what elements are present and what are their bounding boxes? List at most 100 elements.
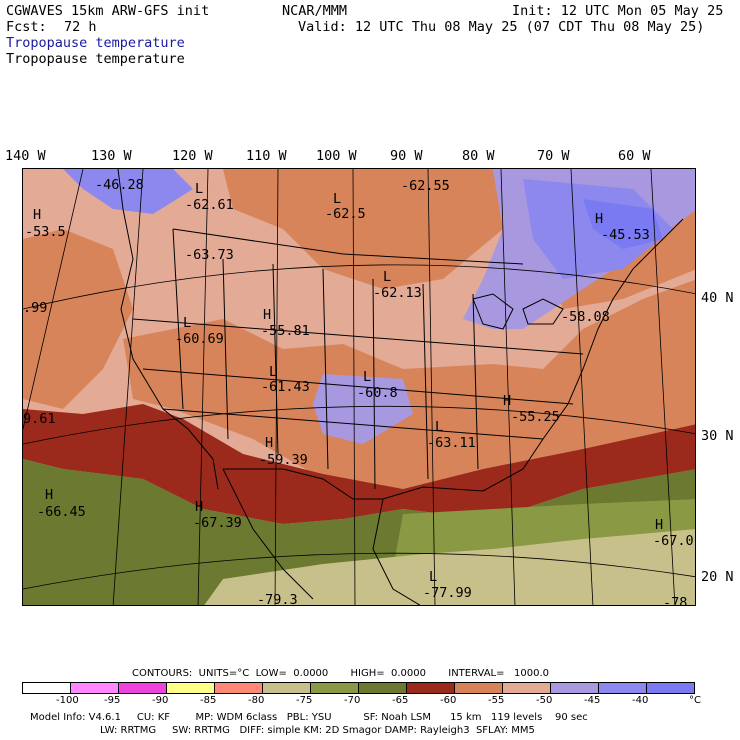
legend-swatch [166,682,215,694]
lon-label: 80 W [462,148,495,164]
map-symbol: H [263,307,272,323]
map-value-label: -55.81 [261,323,310,339]
valid-time: Valid: 12 UTC Thu 08 May 25 (07 CDT Thu … [298,19,705,35]
legend-tick-label: -40 [632,695,649,706]
lon-label: 140 W [5,148,46,164]
model-info-line: Model Info: V4.6.1 CU: KF MP: WDM 6class… [30,712,588,723]
legend-swatch [214,682,263,694]
legend-tick-label: -75 [296,695,313,706]
state-border [372,278,376,490]
us-canada-border [172,228,524,265]
lat-label: 40 N [701,290,734,306]
map-value-label: -58.08 [561,309,610,325]
field-band-60-55 [123,279,695,489]
parallel-30n [23,405,695,445]
map-symbol: H [595,211,604,227]
meridian-110w [274,169,279,605]
parallel-20n [23,552,695,590]
legend-swatch [118,682,167,694]
field-band-40-plus [583,199,663,249]
forecast-hour: 72 h [64,19,97,35]
model-title: CGWAVES 15km ARW-GFS init [6,3,210,19]
legend-tick-label: -70 [344,695,361,706]
field-title-secondary: Tropopause temperature [6,51,185,67]
map-symbol: H [655,517,664,533]
map-value-label: -62.5 [325,206,366,222]
map-symbol: H [45,487,54,503]
map-value-label: -67.0 [653,533,694,549]
init-time: Init: 12 UTC Mon 05 May 25 [512,3,724,19]
legend-tick-label: -100 [56,695,79,706]
contour-info: CONTOURS: UNITS=°C LOW= 0.0000 HIGH= 0.0… [132,668,550,679]
meridian-100w [352,169,356,605]
field-band-45-40 [63,169,193,214]
lon-label: 60 W [618,148,651,164]
legend-swatch [454,682,503,694]
map-symbol: H [503,393,512,409]
meridian-140w [23,169,84,430]
map-value-label: -55.25 [511,409,560,425]
map-symbol: L [195,181,204,197]
meridian-80w [500,169,516,605]
lat-label: 20 N [701,569,734,585]
physics-info-line: LW: RRTMG SW: RRTMG DIFF: simple KM: 2D … [100,725,535,736]
mexico-pacific-coast [222,468,314,600]
legend-swatch [646,682,695,694]
map-symbol: L [383,269,392,285]
map-value-label: -62.55 [401,178,450,194]
legend-unit: °C [689,695,701,706]
legend-swatch [262,682,311,694]
legend-swatch [70,682,119,694]
map-symbol: L [363,369,372,385]
lon-label: 70 W [537,148,570,164]
great-lakes [522,298,564,325]
legend-swatch [406,682,455,694]
field-band-80-75 [204,529,695,605]
mexico-gulf-coast [372,498,421,605]
map-symbol: H [265,435,274,451]
map-symbol: L [435,419,444,435]
lon-label: 90 W [390,148,423,164]
map-value-label: -66.45 [37,504,86,520]
legend-swatch [502,682,551,694]
lon-label: 100 W [316,148,357,164]
legend-tick-label: -90 [152,695,169,706]
gulf-east-coastline [223,328,599,500]
map-value-label: -77.99 [423,585,472,601]
legend-tick-label: -65 [392,695,409,706]
state-border [472,293,479,470]
state-border [322,268,329,470]
map-symbol: L [429,569,438,585]
map-fill [23,169,695,605]
map-symbol: H [33,207,42,223]
map-value-label: -63.73 [185,247,234,263]
meridian-60w [650,169,676,605]
map-value-label: 9.61 [23,411,56,427]
state-border [132,318,584,355]
great-lakes [472,293,514,330]
map-value-label: -79.3 [257,592,298,606]
lon-label: 130 W [91,148,132,164]
map-value-label: -67.39 [193,515,242,531]
map-symbol: L [269,364,278,380]
lon-label: 120 W [172,148,213,164]
map-value-label: -45.53 [601,227,650,243]
map-symbol: L [333,191,342,207]
lon-label: 110 W [246,148,287,164]
map-value-label: -61.43 [261,379,310,395]
legend-tick-label: -55 [488,695,505,706]
state-border [142,368,574,405]
state-border [272,263,279,455]
forecast-label: Fcst: [6,19,47,35]
meridian-70w [570,169,594,605]
map-symbol: H [195,499,204,515]
state-border [172,228,184,410]
map-value-label: -78.0 [663,595,696,606]
us-west-coastline [117,169,219,490]
legend-tick-label: -85 [200,695,217,706]
lat-label: 30 N [701,428,734,444]
state-border [222,258,229,440]
geographic-lines [23,169,695,605]
center-title: NCAR/MMM [282,3,348,19]
map-symbol: L [183,315,192,331]
